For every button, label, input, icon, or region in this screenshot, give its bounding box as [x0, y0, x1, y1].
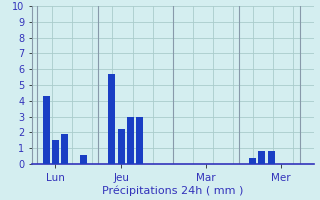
Bar — [118, 129, 125, 164]
Bar — [43, 96, 50, 164]
Bar — [80, 155, 87, 164]
Bar — [52, 140, 59, 164]
Bar — [249, 158, 256, 164]
Bar — [61, 134, 68, 164]
X-axis label: Précipitations 24h ( mm ): Précipitations 24h ( mm ) — [102, 186, 244, 196]
Bar — [108, 74, 115, 164]
Bar — [259, 151, 266, 164]
Bar — [136, 117, 143, 164]
Bar — [268, 151, 275, 164]
Bar — [127, 117, 134, 164]
